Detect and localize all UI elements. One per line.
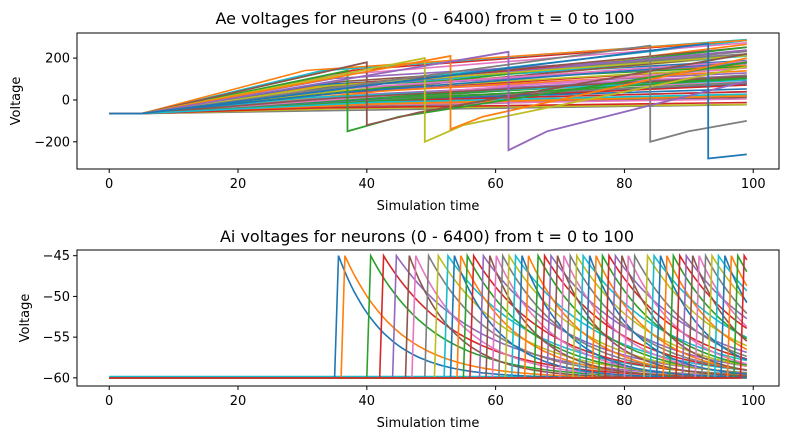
ae-x-tick-label-0: 0	[105, 177, 113, 192]
ai-x-axis-label: Simulation time	[377, 416, 480, 431]
subplot-ae: Ae voltages for neurons (0 - 6400) from …	[9, 9, 780, 214]
ai-plot-frame	[76, 249, 780, 387]
ae-y-tick-label-2: 200	[45, 52, 70, 67]
ae-y-axis-label: Voltage	[9, 77, 24, 126]
ai-x-tick-label-4: 80	[616, 394, 633, 409]
ae-x-axis-label: Simulation time	[377, 199, 480, 214]
ai-y-axis-label: Voltage	[18, 294, 33, 343]
ai-y-axis: −45 −50 −55 −60	[43, 249, 77, 386]
ae-x-tick-label-1: 20	[230, 177, 247, 192]
ae-series-group	[109, 38, 748, 160]
ai-spike-line-43	[109, 253, 748, 379]
ai-spike-line-19	[109, 253, 747, 379]
ai-spike-line-47	[109, 252, 748, 379]
ae-plot-frame	[76, 32, 780, 170]
ae-x-tick-label-3: 60	[487, 177, 504, 192]
ai-spike-line-40	[109, 255, 748, 379]
ae-x-tick-label-5: 100	[741, 177, 766, 192]
ai-y-tick-label-2: −55	[43, 331, 70, 346]
ai-x-tick-label-5: 100	[741, 394, 766, 409]
ai-spike-line-46	[109, 255, 748, 379]
ai-chart-title: Ai voltages for neurons (0 - 6400) from …	[220, 227, 634, 246]
ai-spike-line-33	[109, 253, 748, 379]
ai-x-axis: 0 20 40 60 80 100	[105, 386, 766, 409]
ae-y-tick-label-1: 0	[62, 93, 70, 108]
ai-x-tick-label-2: 40	[359, 394, 376, 409]
ai-series-group	[109, 252, 748, 379]
ae-series-line-6	[109, 42, 747, 160]
ai-y-tick-label-1: −50	[43, 290, 70, 305]
ai-x-tick-label-0: 0	[105, 394, 113, 409]
ae-chart-title: Ae voltages for neurons (0 - 6400) from …	[215, 9, 634, 28]
ai-spike-line-27	[109, 252, 747, 379]
ae-x-tick-label-2: 40	[359, 177, 376, 192]
ai-x-tick-label-1: 20	[230, 394, 247, 409]
ai-spike-line-50	[109, 255, 748, 379]
ai-spike-line-48	[109, 253, 748, 379]
ai-spike-line-35	[109, 255, 747, 379]
ae-x-tick-label-4: 80	[616, 177, 633, 192]
ae-x-axis: 0 20 40 60 80 100	[105, 169, 766, 192]
ai-x-tick-label-3: 60	[487, 394, 504, 409]
ai-spike-line-30	[109, 255, 747, 379]
ai-spike-line-53	[109, 253, 748, 379]
ai-y-tick-label-3: −60	[43, 371, 70, 386]
ai-spike-line-49	[109, 253, 748, 379]
subplot-ai: Ai voltages for neurons (0 - 6400) from …	[18, 227, 780, 431]
ai-y-tick-label-0: −45	[43, 249, 70, 264]
ae-y-tick-label-0: −200	[34, 135, 70, 150]
ae-y-axis: −200 0 200	[34, 52, 77, 150]
ai-spike-line-31	[109, 255, 747, 379]
